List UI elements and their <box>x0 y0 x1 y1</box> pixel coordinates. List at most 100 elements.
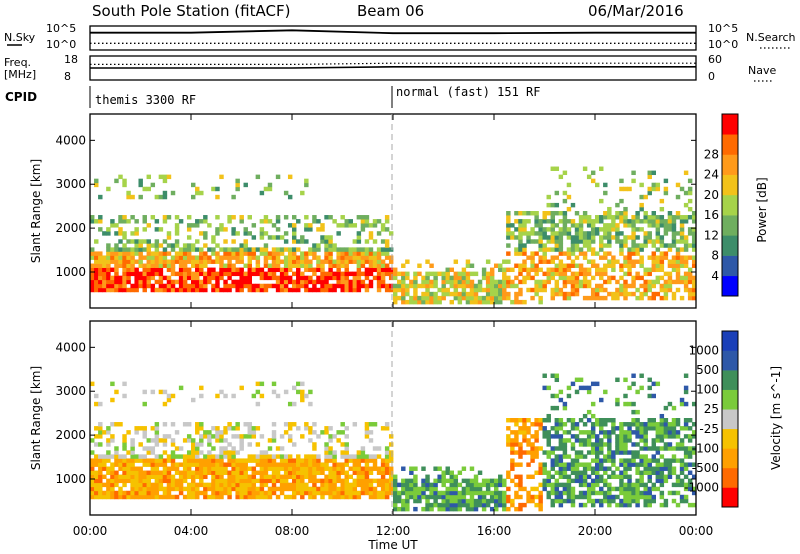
echo-cell <box>558 474 564 480</box>
echo-cell <box>166 283 172 289</box>
echo-cell <box>566 393 572 399</box>
echo-cell <box>554 470 560 475</box>
echo-cell <box>368 251 374 256</box>
echo-cell <box>90 462 95 467</box>
echo-cell <box>138 263 143 268</box>
echo-cell <box>182 470 188 475</box>
echo-cell <box>607 215 612 220</box>
echo-cell <box>627 462 632 467</box>
echo-cell <box>215 194 220 200</box>
echo-cell <box>384 450 390 455</box>
echo-cell <box>566 291 572 297</box>
echo-cell <box>263 259 269 264</box>
echo-cell <box>158 474 164 480</box>
echo-cell <box>219 462 224 467</box>
echo-cell <box>296 255 301 260</box>
echo-cell <box>679 446 685 451</box>
echo-cell <box>356 287 362 293</box>
echo-cell <box>300 466 305 471</box>
echo-cell <box>619 211 624 216</box>
echo-cell <box>578 478 584 484</box>
echo-cell <box>300 235 305 240</box>
echo-cell <box>328 486 333 492</box>
echo-cell <box>619 462 624 467</box>
echo-cell <box>195 287 200 293</box>
echo-cell <box>186 490 192 496</box>
echo-cell <box>388 442 394 447</box>
echo-cell <box>534 211 539 216</box>
echo-cell <box>312 251 317 256</box>
echo-cell <box>485 291 491 297</box>
echo-cell <box>574 255 580 260</box>
echo-cell <box>498 295 503 301</box>
echo-cell <box>304 462 309 467</box>
echo-cell <box>595 422 600 427</box>
echo-cell <box>611 470 616 475</box>
echo-cell <box>687 267 693 273</box>
echo-cell <box>320 279 325 285</box>
echo-cell <box>582 466 588 471</box>
x-tick-label: 00:00 <box>679 524 714 538</box>
echo-cell <box>296 267 301 273</box>
echo-cell <box>348 454 353 459</box>
echo-cell <box>356 267 362 273</box>
echo-cell <box>518 243 523 248</box>
echo-cell <box>235 186 240 192</box>
echo-cell <box>376 231 382 236</box>
echo-cell <box>106 494 111 500</box>
echo-cell <box>146 494 151 500</box>
echo-cell <box>178 446 184 451</box>
echo-cell <box>574 454 580 459</box>
echo-cell <box>203 474 208 480</box>
echo-cell <box>595 446 600 451</box>
echo-cell <box>570 502 576 508</box>
echo-cell <box>590 446 596 451</box>
echo-cell <box>384 478 390 484</box>
echo-cell <box>138 255 143 260</box>
echo-cell <box>186 494 192 500</box>
echo-cell <box>566 267 572 273</box>
echo-cell <box>372 478 378 484</box>
echo-cell <box>158 194 164 200</box>
echo-cell <box>259 231 265 236</box>
echo-cell <box>675 502 681 508</box>
echo-cell <box>401 287 406 293</box>
echo-cell <box>118 494 123 500</box>
echo-cell <box>425 478 430 484</box>
echo-cell <box>279 474 285 480</box>
echo-cell <box>477 494 483 500</box>
echo-cell <box>663 430 669 435</box>
echo-cell <box>526 474 531 480</box>
echo-cell <box>494 279 499 285</box>
echo-cell <box>619 251 624 256</box>
echo-cell <box>639 490 644 496</box>
echo-cell <box>191 490 196 496</box>
echo-cell <box>102 494 107 500</box>
echo-cell <box>570 291 576 297</box>
echo-cell <box>142 287 147 293</box>
echo-cell <box>631 283 636 289</box>
echo-cell <box>510 223 515 228</box>
echo-cell <box>558 418 564 423</box>
echo-cell <box>659 215 665 220</box>
echo-cell <box>292 422 297 427</box>
echo-cell <box>687 215 693 220</box>
echo-cell <box>364 426 370 431</box>
echo-cell <box>647 502 652 508</box>
echo-cell <box>255 486 261 492</box>
echo-cell <box>243 462 248 467</box>
echo-cell <box>647 279 652 285</box>
echo-cell <box>514 450 519 455</box>
echo-cell <box>562 263 568 268</box>
echo-cell <box>150 271 156 277</box>
echo-cell <box>312 490 317 496</box>
echo-cell <box>336 255 341 260</box>
echo-cell <box>510 498 515 504</box>
echo-cell <box>271 247 277 252</box>
echo-cell <box>590 430 596 435</box>
echo-cell <box>522 418 527 423</box>
echo-cell <box>687 438 693 443</box>
echo-cell <box>663 283 669 289</box>
echo-cell <box>162 401 168 407</box>
echo-cell <box>154 486 160 492</box>
